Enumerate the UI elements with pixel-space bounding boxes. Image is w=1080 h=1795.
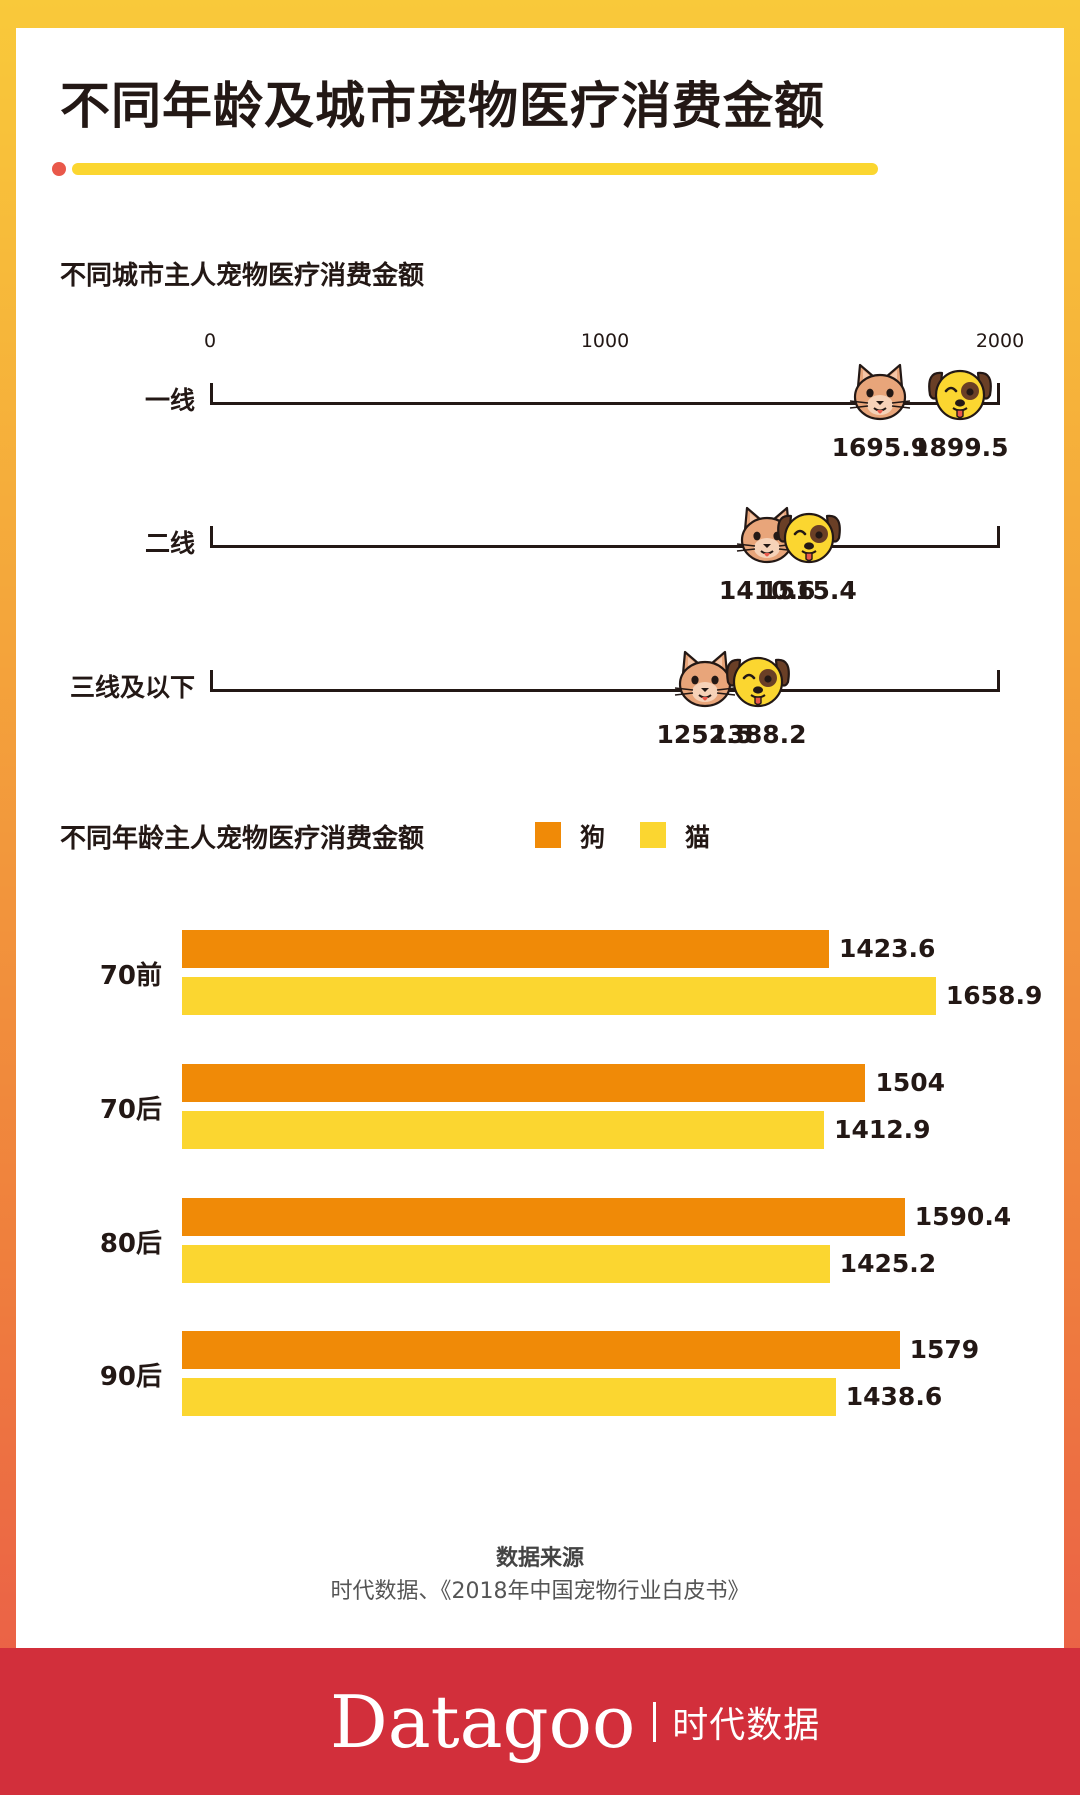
bar-cat bbox=[182, 977, 936, 1015]
brand-name-cn: 时代数据 bbox=[672, 1704, 821, 1746]
city-tier-label: 一线 bbox=[144, 386, 195, 415]
city-value-label: 1899.5 bbox=[912, 433, 1009, 462]
x-tick-label: 2000 bbox=[975, 330, 1025, 352]
brand-name: Datagoo bbox=[330, 1679, 636, 1764]
source-title: 数据来源 bbox=[495, 1546, 584, 1571]
bar-value-label: 1504 bbox=[875, 1068, 946, 1097]
city-track-end-tick bbox=[997, 526, 1000, 548]
city-value-label: 1515.4 bbox=[760, 576, 857, 605]
brand-separator bbox=[653, 1701, 657, 1742]
bar-cat bbox=[182, 1245, 830, 1283]
city-track-start-tick bbox=[210, 383, 213, 405]
title-accent-dot bbox=[52, 162, 66, 176]
x-tick-label: 1000 bbox=[580, 330, 630, 352]
bar-value-label: 1658.9 bbox=[945, 981, 1043, 1010]
city-value-label: 1410.6 bbox=[718, 576, 816, 605]
cat-face-icon bbox=[849, 363, 910, 421]
bar-value-label: 1425.2 bbox=[839, 1249, 937, 1278]
bar-dog bbox=[182, 1198, 905, 1236]
city-track-line bbox=[210, 689, 1000, 692]
city-value-label: 1695.9 bbox=[831, 433, 929, 462]
source-text: 时代数据、《2018年中国宠物行业白皮书》 bbox=[330, 1579, 750, 1604]
page-title: 不同年龄及城市宠物医疗消费金额 bbox=[60, 77, 825, 135]
bar-dog bbox=[182, 1064, 866, 1102]
age-chart-title: 不同年龄主人宠物医疗消费金额 bbox=[60, 824, 425, 854]
legend-swatch-cat bbox=[640, 822, 666, 848]
city-value-label: 1388.2 bbox=[710, 720, 807, 749]
bar-value-label: 1438.6 bbox=[845, 1382, 943, 1411]
city-tier-label: 二线 bbox=[144, 529, 195, 558]
bar-value-label: 1412.9 bbox=[834, 1115, 931, 1144]
bar-dog bbox=[182, 930, 829, 968]
city-track-line bbox=[210, 545, 1000, 548]
age-group-label: 80后 bbox=[99, 1229, 162, 1259]
brand-logo: Datagoo 时代数据 bbox=[330, 1648, 930, 1795]
city-track-end-tick bbox=[997, 383, 1000, 405]
city-value-label: 1252.5 bbox=[656, 720, 753, 749]
age-group-label: 70前 bbox=[99, 961, 162, 991]
dog-face-icon bbox=[726, 656, 791, 708]
city-track-start-tick bbox=[210, 670, 213, 692]
city-track-end-tick bbox=[997, 670, 1000, 692]
bar-cat bbox=[182, 1111, 825, 1149]
age-group-label: 90后 bbox=[99, 1362, 162, 1392]
footer-band bbox=[0, 1648, 1080, 1795]
title-underline bbox=[72, 163, 878, 175]
legend-swatch-dog bbox=[535, 822, 561, 848]
city-tier-label: 三线及以下 bbox=[69, 673, 195, 702]
dog-face-icon bbox=[776, 512, 841, 564]
age-group-label: 70后 bbox=[99, 1095, 162, 1125]
dog-face-icon bbox=[928, 369, 993, 421]
city-chart-title: 不同城市主人宠物医疗消费金额 bbox=[60, 261, 425, 291]
bar-value-label: 1423.6 bbox=[838, 934, 936, 963]
bar-value-label: 1590.4 bbox=[914, 1202, 1012, 1231]
legend-label-dog: 狗 bbox=[580, 823, 606, 852]
city-track-start-tick bbox=[210, 526, 213, 548]
bar-cat bbox=[182, 1378, 836, 1416]
city-track-line bbox=[210, 402, 1000, 405]
legend-label-cat: 猫 bbox=[685, 823, 711, 852]
x-tick-label: 0 bbox=[203, 330, 217, 352]
bar-value-label: 1579 bbox=[909, 1335, 980, 1364]
bar-dog bbox=[182, 1331, 900, 1369]
